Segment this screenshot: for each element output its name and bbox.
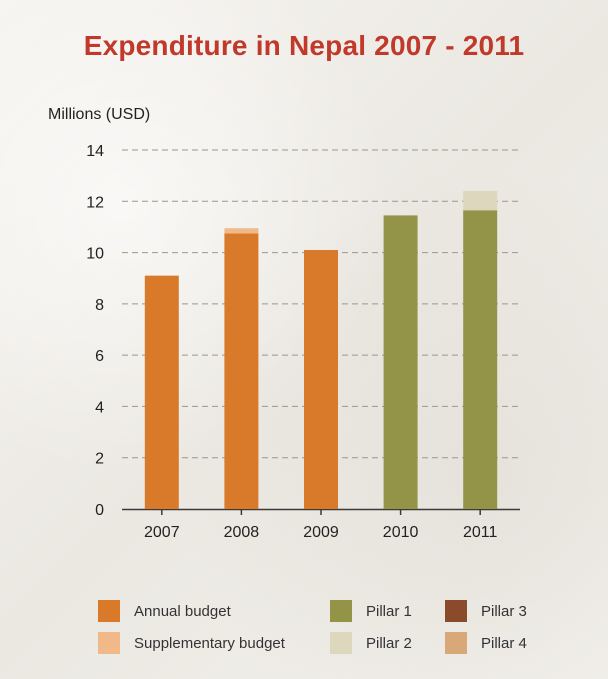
- chart-plot: 0 2 4 6 8 10 12 14 2007 2008 2009 2010 2011: [86, 143, 520, 541]
- bar: [144, 275, 179, 509]
- legend-item: Pillar 1: [330, 600, 412, 622]
- chart-legend: Annual budget Supplementary budget Pillar …: [0, 600, 608, 670]
- bar: [463, 210, 498, 509]
- x-tick-label: 2009: [303, 524, 339, 541]
- bar: [224, 228, 259, 234]
- bar: [224, 233, 259, 509]
- x-tick-label: 2011: [463, 524, 498, 541]
- y-tick-label: 12: [86, 194, 104, 211]
- legend-label: Pillar 1: [366, 602, 412, 620]
- x-tick-label: 2007: [144, 524, 180, 541]
- y-tick-label: 6: [95, 348, 104, 365]
- y-tick-label: 14: [86, 143, 104, 160]
- legend-item: Annual budget: [98, 600, 231, 622]
- legend-label: Supplementary budget: [134, 634, 285, 652]
- legend-swatch: [98, 632, 120, 654]
- legend-item: Pillar 4: [445, 632, 527, 654]
- y-tick-label: 4: [95, 399, 104, 416]
- legend-label: Pillar 2: [366, 634, 412, 652]
- x-tick-label: 2008: [224, 524, 260, 541]
- x-tick-label: 2010: [383, 524, 419, 541]
- y-tick-label: 0: [95, 502, 104, 519]
- chart-title: Expenditure in Nepal 2007 - 2011: [83, 30, 525, 61]
- y-tick-label: 2: [95, 451, 104, 468]
- legend-item: Pillar 2: [330, 632, 412, 654]
- legend-swatch: [330, 632, 352, 654]
- legend-item: Supplementary budget: [98, 632, 285, 654]
- legend-label: Pillar 3: [481, 602, 527, 620]
- bar: [383, 215, 418, 509]
- legend-swatch: [330, 600, 352, 622]
- y-axis-label: Millions (USD): [48, 106, 151, 123]
- legend-swatch: [98, 600, 120, 622]
- legend-label: Pillar 4: [481, 634, 527, 652]
- y-tick-label: 10: [86, 246, 104, 263]
- legend-label: Annual budget: [134, 602, 231, 620]
- bar: [463, 191, 498, 211]
- y-tick-label: 8: [95, 297, 104, 314]
- bar: [304, 250, 338, 509]
- legend-item: Pillar 3: [445, 600, 527, 622]
- legend-swatch: [445, 632, 467, 654]
- legend-swatch: [445, 600, 467, 622]
